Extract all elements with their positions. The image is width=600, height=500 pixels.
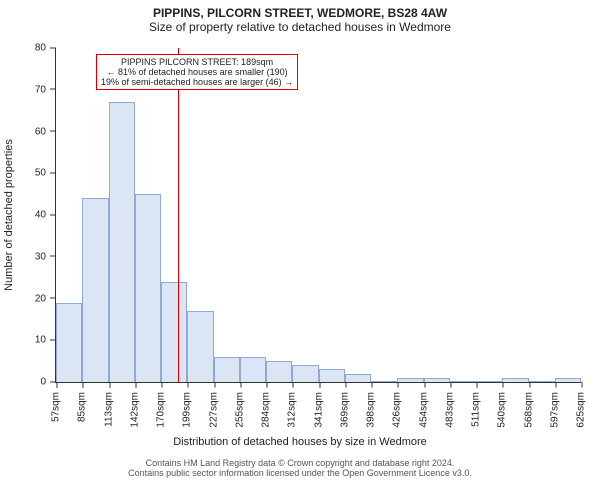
histogram-bar [371, 381, 397, 382]
x-tick: 284sqm [261, 382, 272, 428]
histogram-bar [476, 381, 502, 382]
subject-property-marker [178, 48, 179, 382]
attribution-footer: Contains HM Land Registry data © Crown c… [0, 458, 600, 478]
y-tick: 10 [35, 335, 56, 346]
x-axis-label: Distribution of detached houses by size … [173, 436, 427, 448]
x-tick: 170sqm [156, 382, 167, 428]
infobox-line: 19% of semi-detached houses are larger (… [101, 77, 293, 87]
chart-title-sub: Size of property relative to detached ho… [0, 20, 600, 34]
plot-area: 0102030405060708057sqm85sqm113sqm142sqm1… [55, 48, 581, 383]
y-tick: 30 [35, 251, 56, 262]
x-tick: 540sqm [497, 382, 508, 428]
y-tick: 80 [35, 43, 56, 54]
y-tick: 50 [35, 168, 56, 179]
y-axis-label: Number of detached properties [3, 139, 15, 291]
histogram-bar [135, 194, 161, 382]
x-tick: 312sqm [287, 382, 298, 428]
x-tick: 568sqm [523, 382, 534, 428]
histogram-bar [161, 282, 187, 382]
histogram-bar [319, 369, 345, 382]
x-tick: 483sqm [444, 382, 455, 428]
y-tick: 40 [35, 210, 56, 221]
histogram-bar [187, 311, 213, 382]
histogram-bar [529, 381, 555, 382]
histogram-bar [240, 357, 266, 382]
histogram-bar [214, 357, 240, 382]
x-tick: 341sqm [313, 382, 324, 428]
histogram-bar [292, 365, 318, 382]
histogram-bar [424, 378, 450, 382]
x-tick: 511sqm [471, 382, 482, 427]
histogram-bar [397, 378, 423, 382]
histogram-bar [82, 198, 108, 382]
histogram-bar [109, 102, 135, 382]
x-tick: 57sqm [51, 382, 62, 422]
x-tick: 85sqm [77, 382, 88, 422]
infobox-line: ← 81% of detached houses are smaller (19… [101, 67, 293, 77]
x-tick: 142sqm [129, 382, 140, 428]
x-tick: 625sqm [576, 382, 587, 428]
histogram-bar [502, 378, 528, 382]
y-tick: 70 [35, 84, 56, 95]
histogram-bar [450, 381, 476, 382]
footer-line-2: Contains public sector information licen… [0, 468, 600, 478]
subject-property-infobox: PIPPINS PILCORN STREET: 189sqm← 81% of d… [96, 54, 298, 90]
y-tick: 60 [35, 126, 56, 137]
x-tick: 454sqm [418, 382, 429, 428]
histogram-bar [266, 361, 292, 382]
x-tick: 426sqm [392, 382, 403, 428]
x-tick: 227sqm [208, 382, 219, 428]
chart-container: PIPPINS, PILCORN STREET, WEDMORE, BS28 4… [0, 0, 600, 500]
histogram-bar [56, 303, 82, 382]
x-tick: 369sqm [339, 382, 350, 428]
histogram-bar [555, 378, 581, 382]
chart-title-main: PIPPINS, PILCORN STREET, WEDMORE, BS28 4… [0, 0, 600, 20]
y-tick: 20 [35, 293, 56, 304]
x-tick: 255sqm [234, 382, 245, 428]
x-tick: 597sqm [549, 382, 560, 428]
histogram-bar [345, 374, 371, 382]
x-tick: 398sqm [366, 382, 377, 428]
x-tick: 113sqm [103, 382, 114, 427]
infobox-line: PIPPINS PILCORN STREET: 189sqm [101, 57, 293, 67]
footer-line-1: Contains HM Land Registry data © Crown c… [0, 458, 600, 468]
x-tick: 199sqm [182, 382, 193, 428]
